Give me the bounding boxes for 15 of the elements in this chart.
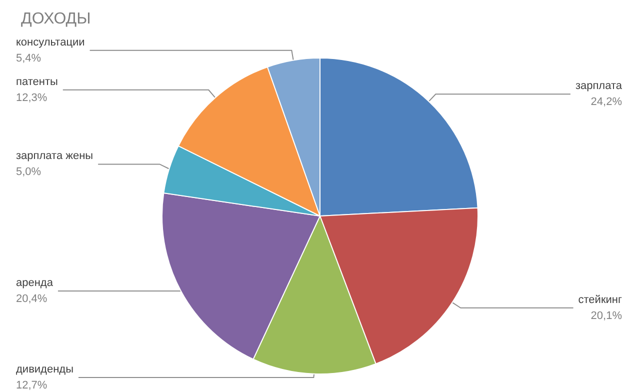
slice-label: консультации [16,36,85,48]
data-label: 5,4% [16,52,42,64]
data-label: 12,7% [16,380,48,392]
data-label: 12,3% [16,92,48,104]
data-label: 24,2% [590,96,622,108]
slice-label: патенты [16,76,58,88]
chart-title: ДОХОДЫ [21,10,91,28]
data-label: 20,4% [16,293,48,306]
slice-label: зарплата [575,80,623,92]
slice-label: дивиденды [16,364,74,376]
slice-label: стейкинг [578,294,622,306]
data-label: 20,1% [590,310,622,322]
slice-label: зарплата жены [16,150,94,162]
slice-label: аренда [16,277,54,290]
data-label: 5,0% [16,166,42,178]
